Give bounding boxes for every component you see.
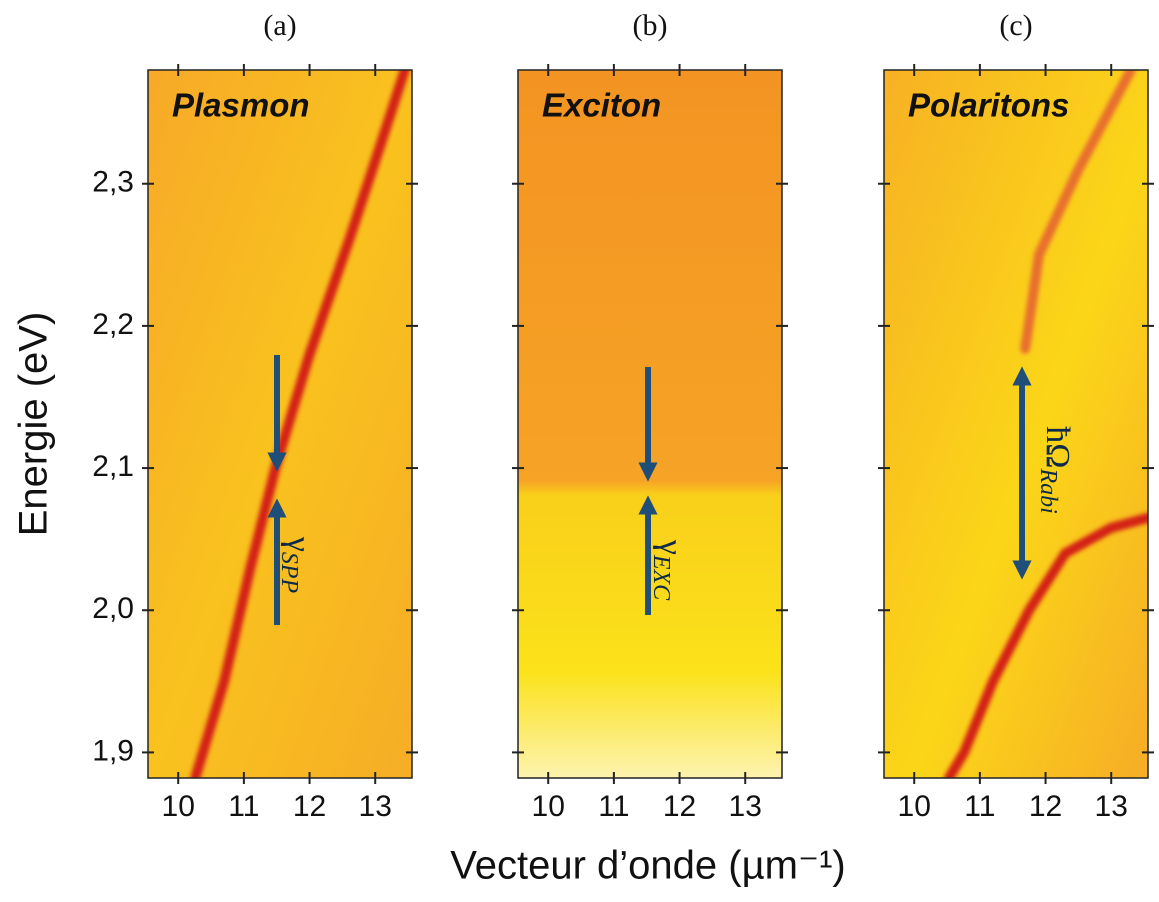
x-tick-label: 13 — [1095, 790, 1128, 823]
annotation-subscript: SPP — [276, 552, 302, 594]
panel-title: Exciton — [542, 87, 661, 124]
panel-label: (b) — [633, 9, 668, 42]
y-tick-label: 2,3 — [92, 166, 134, 199]
annotation-symbol: γ — [652, 539, 689, 555]
x-tick-label: 11 — [228, 790, 259, 823]
x-axis-label: Vecteur d’onde (µm⁻¹) — [450, 844, 845, 888]
x-tick-label: 12 — [293, 790, 326, 823]
x-tick-label: 12 — [663, 790, 696, 823]
panel: 10 11 12 13 (c) Polaritons ħΩRabi — [878, 9, 1154, 823]
dispersion-line — [944, 512, 1148, 778]
frame — [883, 69, 1149, 779]
annotation-subscript: Rabi — [1035, 467, 1061, 513]
x-tick-label: 13 — [729, 790, 762, 823]
x-tick-label: 11 — [964, 790, 995, 823]
x-tick-label: 12 — [1029, 790, 1062, 823]
y-tick-label: 2,1 — [92, 450, 134, 483]
annotation: ħΩRabi — [1035, 426, 1076, 514]
panel: 10 11 12 13 1,9 2,0 2,1 2,2 2,3 (a) Plasmon γSPP — [92, 9, 418, 823]
lines — [190, 70, 410, 778]
x-tick-label: 13 — [359, 790, 392, 823]
panel-label: (a) — [263, 9, 296, 42]
y-tick-label: 1,9 — [92, 734, 134, 767]
x-tick-label: 10 — [532, 790, 565, 823]
panel-label: (c) — [999, 9, 1032, 42]
annotation: γSPP — [276, 536, 317, 594]
annotation-symbol: ħΩ — [1039, 426, 1076, 468]
x-tick-label: 10 — [898, 790, 931, 823]
panel-title: Plasmon — [172, 87, 310, 124]
y-tick-label: 2,0 — [92, 592, 134, 625]
arrows — [267, 355, 1032, 625]
heatmap-background — [884, 70, 1148, 778]
panel-title: Polaritons — [908, 87, 1069, 124]
annotation: γEXC — [648, 539, 689, 601]
frame — [147, 69, 413, 779]
frame — [517, 69, 783, 779]
y-tick-label: 2,2 — [92, 308, 134, 341]
x-tick-label: 11 — [598, 790, 629, 823]
x-tick-label: 10 — [162, 790, 195, 823]
annotation-symbol: γ — [280, 536, 317, 552]
annotation-subscript: EXC — [648, 554, 674, 601]
lines — [944, 70, 1148, 778]
dispersion-line — [1020, 70, 1136, 354]
dispersion-line — [190, 70, 410, 778]
y-axis-label: Energie (eV) — [12, 312, 56, 537]
